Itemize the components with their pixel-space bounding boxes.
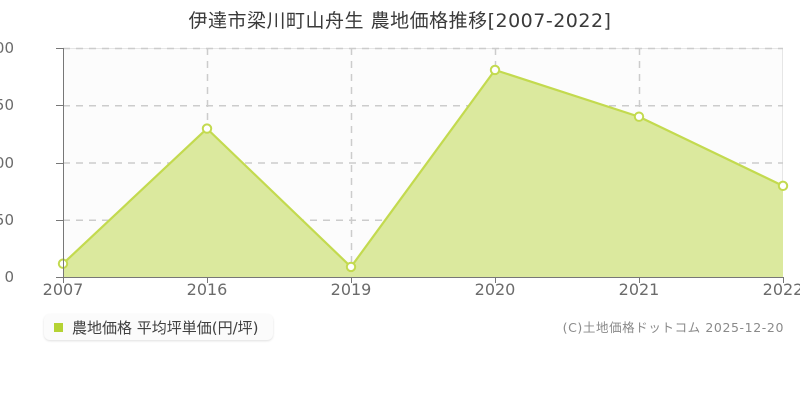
x-axis-tick-label: 2022: [762, 280, 800, 299]
x-axis-tick-mark: [639, 277, 640, 283]
y-axis-tick-mark: [56, 219, 63, 221]
page-title: 伊達市梁川町山舟生 農地価格推移[2007-2022]: [188, 10, 612, 32]
chart-svg: [57, 47, 789, 277]
x-axis-tick-label: 2021: [618, 280, 660, 299]
legend-swatch-icon: [54, 322, 63, 332]
y-axis-tick-label: 0: [4, 268, 14, 286]
data-point-marker[interactable]: [489, 64, 501, 76]
x-axis-tick-label: 2016: [186, 280, 228, 299]
y-axis-tick-mark: [56, 162, 63, 164]
y-axis-tick-mark: [56, 48, 63, 49]
data-point-marker[interactable]: [201, 123, 213, 134]
y-axis-tick-label: 1250: [0, 210, 14, 229]
area-fill: [63, 69, 783, 277]
x-axis-tick-label: 2007: [42, 280, 84, 299]
data-point-marker[interactable]: [777, 180, 789, 192]
x-axis-tick-label: 2020: [474, 280, 516, 299]
plot-wrapper: [57, 47, 789, 277]
x-axis-tick-mark: [207, 277, 208, 283]
x-axis-tick-mark: [783, 277, 784, 283]
legend: 農地価格 平均坪単価(円/坪): [44, 314, 273, 340]
copyright-notice: (C)土地価格ドットコム 2025-12-20: [562, 320, 784, 335]
x-axis-tick-mark: [495, 277, 496, 283]
y-axis-line: [63, 48, 64, 277]
y-axis-tick-label: 2500: [0, 153, 14, 172]
legend-label: 農地価格 平均坪単価(円/坪): [72, 318, 259, 337]
y-axis-tick-label: 3750: [0, 96, 14, 115]
data-point-marker[interactable]: [345, 261, 357, 273]
y-axis-tick-mark: [56, 105, 63, 107]
data-point-marker[interactable]: [633, 111, 645, 122]
x-axis-tick-mark: [351, 277, 352, 283]
y-axis-tick-label: 5000: [0, 39, 14, 57]
series-line: [61, 68, 785, 269]
x-axis-line: [63, 277, 784, 278]
x-axis-tick-label: 2019: [330, 280, 372, 299]
y-axis-tick-mark: [56, 277, 63, 278]
x-axis-tick-mark: [63, 277, 64, 283]
